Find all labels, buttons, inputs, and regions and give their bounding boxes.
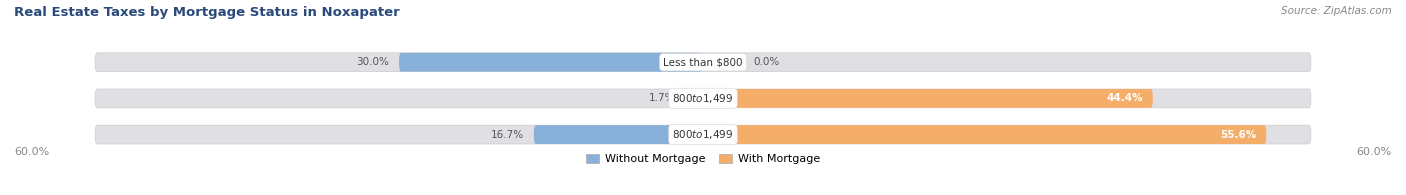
Text: Real Estate Taxes by Mortgage Status in Noxapater: Real Estate Taxes by Mortgage Status in … xyxy=(14,6,399,19)
Text: $800 to $1,499: $800 to $1,499 xyxy=(672,128,734,141)
FancyBboxPatch shape xyxy=(399,53,703,72)
Text: Less than $800: Less than $800 xyxy=(664,57,742,67)
Text: 30.0%: 30.0% xyxy=(356,57,389,67)
FancyBboxPatch shape xyxy=(703,89,1153,108)
FancyBboxPatch shape xyxy=(703,125,1267,144)
Legend: Without Mortgage, With Mortgage: Without Mortgage, With Mortgage xyxy=(586,154,820,164)
FancyBboxPatch shape xyxy=(686,89,703,108)
Text: 1.7%: 1.7% xyxy=(650,93,676,103)
FancyBboxPatch shape xyxy=(96,53,1310,72)
FancyBboxPatch shape xyxy=(534,125,703,144)
Text: 16.7%: 16.7% xyxy=(491,130,523,140)
Text: 55.6%: 55.6% xyxy=(1220,130,1256,140)
Text: 60.0%: 60.0% xyxy=(14,147,49,157)
Text: 0.0%: 0.0% xyxy=(754,57,780,67)
FancyBboxPatch shape xyxy=(96,125,1310,144)
FancyBboxPatch shape xyxy=(96,89,1310,108)
Text: Source: ZipAtlas.com: Source: ZipAtlas.com xyxy=(1281,6,1392,16)
Text: $800 to $1,499: $800 to $1,499 xyxy=(672,92,734,105)
Text: 60.0%: 60.0% xyxy=(1357,147,1392,157)
Text: 44.4%: 44.4% xyxy=(1107,93,1143,103)
